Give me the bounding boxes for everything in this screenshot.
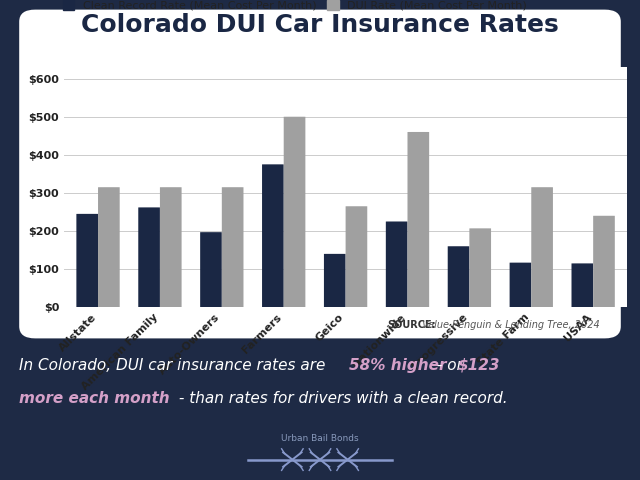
FancyBboxPatch shape <box>572 264 593 307</box>
FancyBboxPatch shape <box>408 132 429 307</box>
FancyBboxPatch shape <box>200 232 222 307</box>
Text: - or: - or <box>432 358 468 372</box>
FancyBboxPatch shape <box>138 207 160 307</box>
FancyBboxPatch shape <box>509 263 531 307</box>
FancyBboxPatch shape <box>324 254 346 307</box>
FancyBboxPatch shape <box>284 117 305 307</box>
Text: 58% higher: 58% higher <box>349 358 446 372</box>
Text: Colorado DUI Car Insurance Rates: Colorado DUI Car Insurance Rates <box>81 13 559 37</box>
FancyBboxPatch shape <box>448 246 469 307</box>
Text: more each month: more each month <box>19 391 170 406</box>
FancyBboxPatch shape <box>160 187 182 307</box>
FancyBboxPatch shape <box>222 187 243 307</box>
Text: Urban Bail Bonds: Urban Bail Bonds <box>281 434 359 444</box>
FancyBboxPatch shape <box>531 187 553 307</box>
Text: SOURCE:: SOURCE: <box>387 320 436 330</box>
FancyBboxPatch shape <box>98 187 120 307</box>
FancyBboxPatch shape <box>386 221 408 307</box>
Legend: Clean Record Rate (Mean Cost Per Month), DUI Rate (Mean Cost Per Month): Clean Record Rate (Mean Cost Per Month),… <box>58 0 532 15</box>
Text: $123: $123 <box>458 358 500 372</box>
FancyBboxPatch shape <box>76 214 98 307</box>
FancyBboxPatch shape <box>469 228 491 307</box>
FancyBboxPatch shape <box>346 206 367 307</box>
FancyBboxPatch shape <box>593 216 615 307</box>
Text: - than rates for drivers with a clean record.: - than rates for drivers with a clean re… <box>174 391 508 406</box>
FancyBboxPatch shape <box>262 164 284 307</box>
Text: In Colorado, DUI car insurance rates are: In Colorado, DUI car insurance rates are <box>19 358 330 372</box>
Text: Value Penguin & Lending Tree, 2024: Value Penguin & Lending Tree, 2024 <box>419 320 600 330</box>
